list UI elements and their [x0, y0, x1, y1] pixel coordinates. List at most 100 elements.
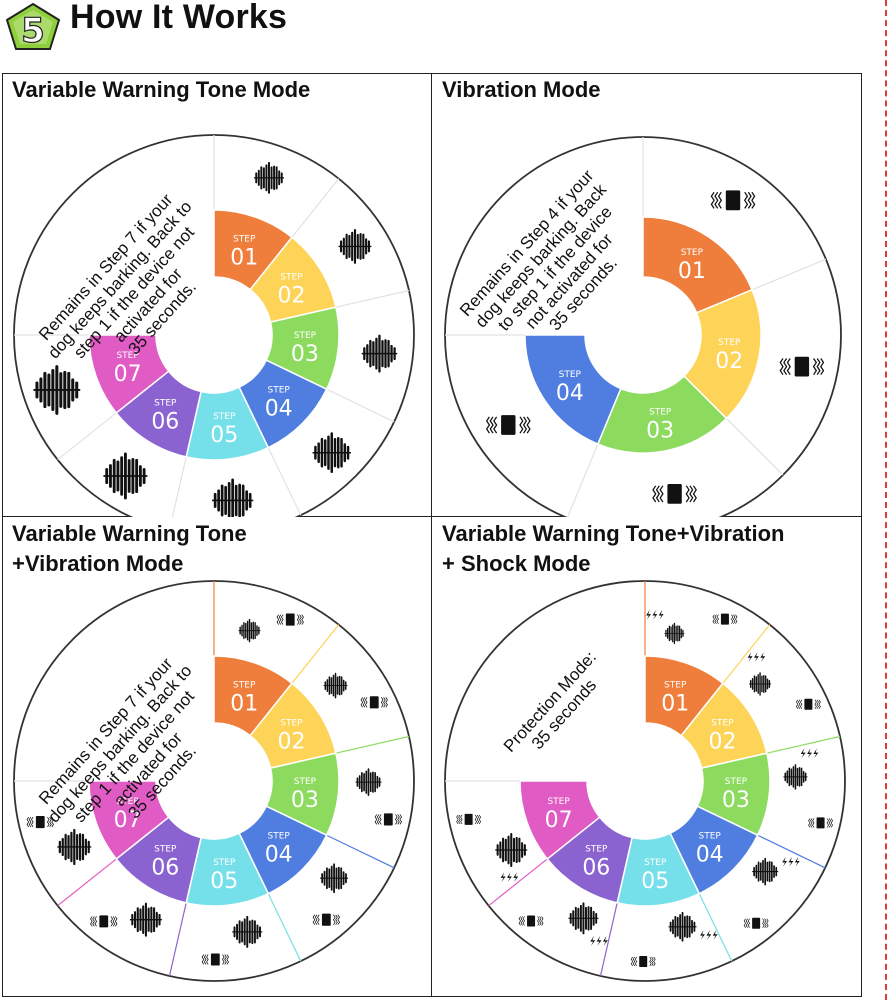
wheel-separator	[335, 735, 410, 754]
lightning-bolt-icon	[646, 609, 664, 620]
step-02-segment	[682, 288, 762, 420]
step-number: 06	[151, 855, 179, 880]
vibration-icon	[712, 613, 738, 625]
step-number: 01	[678, 259, 706, 284]
wheel-separator	[57, 858, 117, 907]
sound-wave-icon	[749, 672, 772, 696]
vibration-icon	[779, 356, 825, 377]
lightning-bolt-icon	[590, 936, 608, 946]
wheel-separator	[566, 443, 599, 517]
wheel-separator	[698, 893, 733, 962]
step-label: STEP	[116, 351, 139, 361]
step-number: 04	[265, 843, 293, 868]
wheel-separator	[57, 412, 117, 461]
step-number: 02	[715, 349, 743, 374]
step-label: STEP	[725, 777, 748, 787]
wheel-separator	[726, 418, 784, 476]
wheel-separator	[488, 858, 548, 907]
sound-wave-icon	[212, 478, 254, 517]
sound-wave-icon	[57, 828, 92, 866]
wheel-separator	[267, 447, 302, 516]
sound-wave-icon	[320, 863, 349, 894]
step-badge-icon: 5	[5, 2, 61, 52]
lightning-bolt-icon	[700, 930, 718, 940]
vibration-icon	[795, 698, 821, 710]
step-number: 03	[646, 418, 674, 443]
panel-tone-mode: STEP 01 STEP 02 STEP 03 STEP 04 STEP 05 STEP 06 STEP…	[2, 73, 432, 517]
step-number: 03	[291, 342, 319, 367]
step-label: STEP	[559, 370, 582, 380]
svg-text:5: 5	[21, 11, 45, 51]
lightning-bolt-icon	[747, 652, 766, 662]
step-number: 02	[708, 729, 736, 754]
wheel-separator	[171, 456, 187, 517]
sound-wave-icon	[253, 161, 284, 194]
sound-wave-icon	[568, 902, 599, 935]
step-number: 05	[210, 869, 238, 894]
step-wheel-tone: STEP01STEP02STEP03STEP04STEP05STEP06STEP…	[13, 134, 415, 517]
sound-wave-icon	[495, 832, 528, 868]
panel-title: Vibration Mode	[442, 77, 601, 102]
step-label: STEP	[294, 331, 317, 341]
vibration-icon	[312, 913, 340, 926]
wheel-separator	[722, 624, 771, 684]
wheel-separator	[326, 388, 395, 423]
step-label: STEP	[547, 797, 570, 807]
step-label: STEP	[154, 398, 177, 408]
step-07-segment	[88, 334, 170, 414]
step-number: 06	[582, 855, 610, 880]
step-number: 05	[210, 423, 238, 448]
wheel-separator	[291, 178, 340, 238]
sound-wave-icon	[361, 334, 398, 373]
panel-tone-vibration-mode: STEP 01 STEP 02 STEP 03 STEP 04 STEP 05 STEP 06 STEP…	[2, 517, 432, 997]
step-number: 07	[545, 808, 573, 833]
vibration-icon	[90, 915, 118, 928]
step-07-segment	[519, 780, 601, 860]
step-number: 04	[696, 843, 724, 868]
step-04-segment	[524, 334, 622, 445]
step-label: STEP	[213, 858, 236, 868]
lightning-bolt-icon	[500, 872, 519, 883]
vibration-icon	[276, 613, 304, 626]
page-header: 5 How It Works	[0, 0, 880, 62]
sound-wave-icon	[668, 911, 697, 942]
modes-grid	[2, 73, 862, 997]
step-label: STEP	[280, 272, 303, 282]
sound-wave-icon	[103, 452, 148, 500]
step-label: STEP	[233, 235, 256, 245]
panel-tone-vibration-shock-mode: STEP 01 STEP 02 STEP 03 STEP 04 STEP 05 STEP 06 STEP…	[432, 517, 862, 997]
sound-wave-icon	[238, 618, 261, 643]
vibration-icon	[374, 813, 402, 826]
step-label: STEP	[649, 407, 672, 417]
vibration-icon	[808, 817, 833, 829]
vibration-icon	[743, 917, 769, 929]
step-label: STEP	[585, 844, 608, 854]
wheel-separator	[326, 834, 395, 869]
wheel-separator	[757, 834, 826, 869]
step-wheel-tone-vibration: STEP01STEP02STEP03STEP04STEP05STEP06STEP…	[13, 580, 415, 982]
step-label: STEP	[116, 797, 139, 807]
wheel-separator	[766, 735, 841, 754]
vibration-icon	[360, 696, 388, 709]
vibration-icon	[652, 483, 697, 504]
wheel-separator	[751, 258, 827, 291]
wheel-separator	[599, 902, 618, 977]
step-number: 07	[114, 808, 142, 833]
vibration-icon	[456, 813, 482, 825]
step-number: 01	[230, 246, 258, 271]
wheel-separator	[335, 289, 410, 308]
sound-wave-icon	[323, 672, 348, 699]
step-number: 04	[265, 397, 293, 422]
vibration-icon	[26, 815, 54, 829]
step-wheel-tone-vibration-shock: STEP01STEP02STEP03STEP04STEP05STEP06STEP…	[444, 580, 846, 982]
vibration-icon	[485, 415, 531, 435]
step-number: 02	[277, 283, 305, 308]
step-label: STEP	[681, 248, 704, 258]
sound-wave-icon	[232, 915, 263, 948]
step-number: 01	[230, 692, 258, 717]
step-label: STEP	[718, 338, 741, 348]
step-label: STEP	[268, 832, 291, 842]
step-number: 03	[722, 788, 750, 813]
page-title: How It Works	[70, 0, 288, 36]
